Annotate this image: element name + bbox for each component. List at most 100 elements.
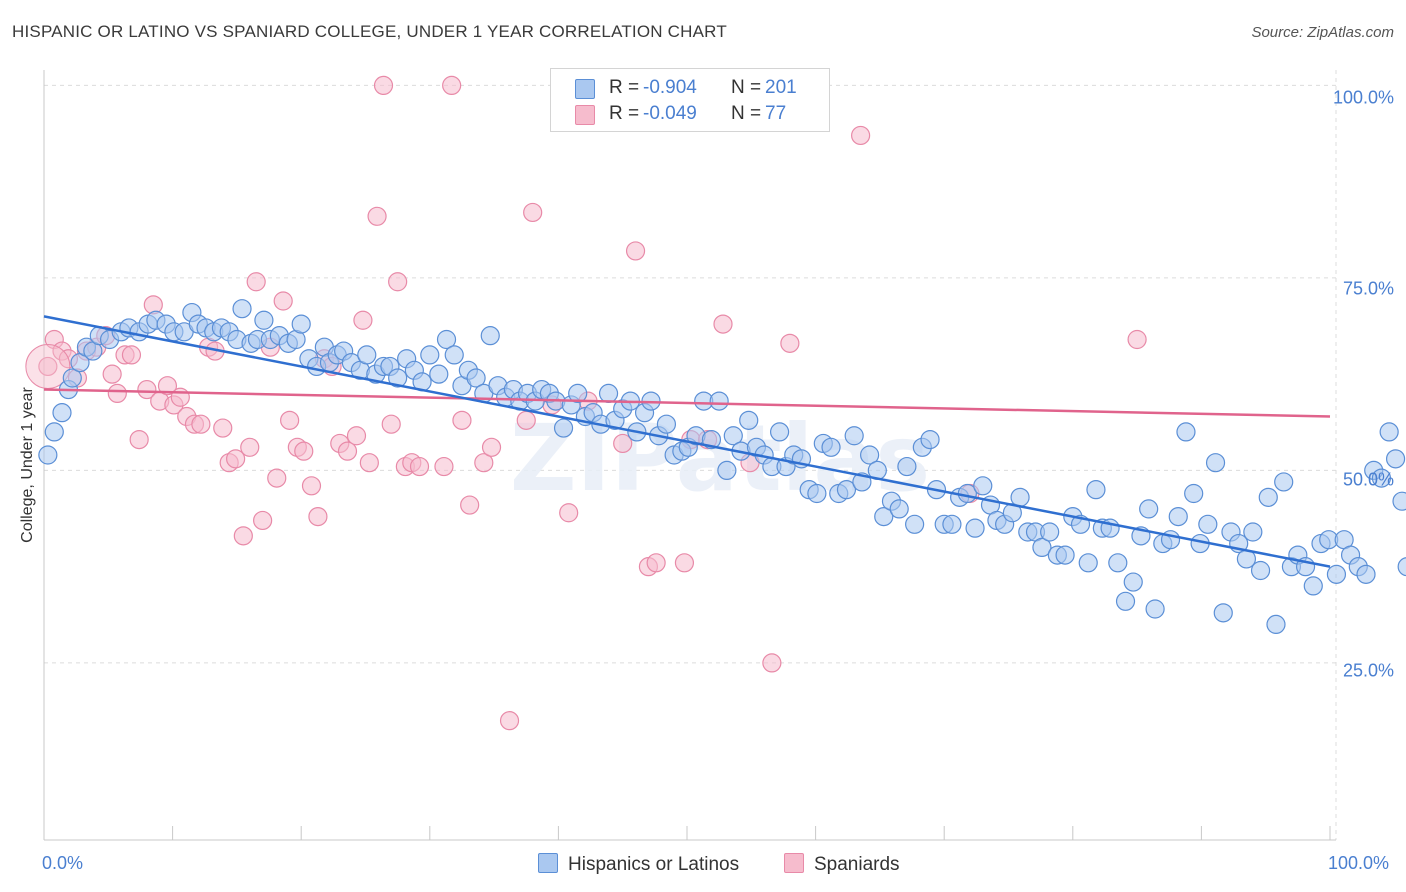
hispanic-point bbox=[254, 310, 274, 330]
hispanic-point bbox=[1371, 468, 1392, 488]
x-tick-label-min: 0.0% bbox=[42, 853, 84, 873]
x-tick-label-max: 100.0% bbox=[1328, 853, 1390, 873]
legend-swatch-pink bbox=[575, 105, 595, 125]
spaniard-point bbox=[851, 125, 871, 146]
hispanic-point bbox=[874, 506, 894, 527]
hispanic-point bbox=[480, 326, 500, 346]
hispanic-point bbox=[1145, 599, 1165, 619]
hispanic-point bbox=[553, 418, 574, 438]
hispanic-point bbox=[656, 414, 677, 434]
hispanic-point bbox=[1243, 522, 1263, 542]
hispanic-point bbox=[232, 299, 252, 319]
hispanic-point bbox=[1108, 553, 1128, 573]
y-tick-label: 75.0% bbox=[1342, 278, 1394, 299]
hispanic-point bbox=[1010, 487, 1030, 507]
spaniards-trend-line bbox=[43, 388, 1331, 418]
hispanic-point bbox=[1040, 522, 1060, 542]
spaniard-point bbox=[246, 272, 266, 292]
legend-item-hispanics: Hispanics or Latinos bbox=[538, 853, 739, 876]
spaniard-point bbox=[674, 553, 695, 573]
hispanic-point bbox=[1115, 591, 1136, 611]
spaniard-point bbox=[301, 476, 322, 496]
spaniard-point bbox=[129, 430, 149, 450]
spaniard-point bbox=[170, 387, 190, 407]
spaniard-point bbox=[613, 433, 633, 454]
y-axis-label: College, Under 1 year bbox=[19, 387, 36, 543]
legend-item-spaniards: Spaniards bbox=[784, 853, 900, 876]
hispanic-point bbox=[1184, 483, 1204, 504]
spaniard-point bbox=[646, 553, 666, 573]
hispanic-point bbox=[723, 426, 743, 446]
hispanic-point bbox=[357, 345, 377, 365]
legend-row-hispanics: R = -0.904 N = 201 bbox=[551, 75, 829, 101]
spaniard-point bbox=[273, 291, 293, 311]
spaniard-point bbox=[434, 456, 454, 477]
legend-swatch-blue bbox=[575, 79, 595, 99]
spaniard-point bbox=[137, 379, 157, 400]
hispanic-point bbox=[1379, 422, 1399, 442]
hispanic-point bbox=[769, 422, 790, 442]
hispanic-point bbox=[420, 345, 440, 365]
hispanic-point bbox=[897, 456, 917, 477]
hispanic-point bbox=[739, 410, 759, 430]
hispanic-point bbox=[1397, 557, 1406, 577]
hispanic-point bbox=[905, 514, 925, 534]
spaniard-point bbox=[442, 75, 462, 96]
hispanic-point bbox=[836, 480, 857, 500]
hispanic-point bbox=[52, 403, 72, 423]
hispanic-point bbox=[1274, 472, 1294, 492]
spaniard-point bbox=[294, 441, 314, 461]
hispanics-points bbox=[38, 299, 1406, 635]
hispanic-point bbox=[466, 368, 486, 388]
spaniard-point bbox=[388, 272, 408, 292]
legend-swatch-pink bbox=[784, 853, 804, 873]
spaniard-point bbox=[516, 410, 536, 430]
spaniard-point bbox=[359, 453, 379, 473]
spaniard-point bbox=[213, 418, 233, 438]
hispanic-point bbox=[1385, 449, 1406, 469]
spaniard-point bbox=[373, 75, 394, 96]
hispanic-point bbox=[62, 368, 82, 388]
spaniard-point bbox=[481, 437, 502, 457]
spaniard-point bbox=[499, 711, 520, 731]
hispanic-point bbox=[568, 383, 588, 403]
spaniard-point bbox=[253, 510, 273, 531]
spaniard-point bbox=[523, 202, 543, 223]
hispanics-trend-line bbox=[43, 315, 1331, 568]
hispanic-point bbox=[1123, 572, 1143, 592]
hispanic-point bbox=[709, 391, 729, 411]
spaniard-point bbox=[267, 468, 287, 488]
hispanic-point bbox=[1205, 453, 1226, 473]
legend-swatch-blue bbox=[538, 853, 558, 873]
spaniard-point bbox=[280, 410, 300, 430]
y-tick-label: 25.0% bbox=[1342, 660, 1394, 681]
spaniard-point bbox=[625, 241, 646, 261]
spaniard-point bbox=[1127, 329, 1147, 350]
n-label: N = bbox=[731, 103, 762, 124]
y-tick-label: 50.0% bbox=[1342, 469, 1394, 490]
hispanic-point bbox=[860, 445, 880, 465]
hispanic-point bbox=[1032, 537, 1052, 558]
spaniard-point bbox=[559, 503, 579, 523]
hispanic-point bbox=[291, 314, 311, 334]
hispanic-point bbox=[598, 383, 619, 403]
spaniard-point bbox=[337, 441, 358, 461]
spaniard-point bbox=[157, 376, 178, 396]
spaniard-point bbox=[780, 333, 800, 353]
hispanic-point bbox=[717, 460, 737, 480]
hispanic-point bbox=[1266, 614, 1286, 635]
spaniard-point bbox=[38, 356, 58, 377]
hispanic-point bbox=[1086, 480, 1106, 500]
spaniard-point bbox=[191, 414, 211, 434]
spaniard-point bbox=[346, 426, 367, 446]
hispanic-point bbox=[1168, 506, 1188, 527]
spaniard-point bbox=[474, 453, 494, 473]
spaniard-point bbox=[121, 345, 142, 365]
hispanic-point bbox=[1303, 576, 1323, 596]
n-value: 77 bbox=[765, 103, 787, 124]
hispanic-point bbox=[436, 329, 457, 350]
n-value: 201 bbox=[765, 77, 797, 98]
n-label: N = bbox=[731, 77, 762, 98]
hispanic-point bbox=[388, 368, 408, 388]
